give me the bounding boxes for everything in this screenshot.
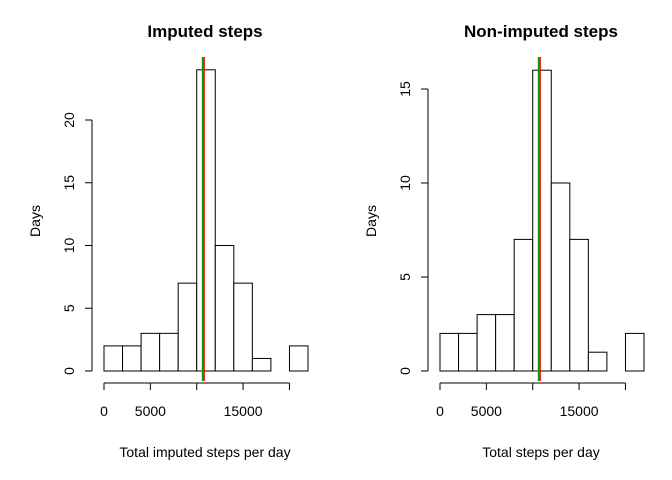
y-tick-label: 15 xyxy=(61,175,77,191)
histogram-bar xyxy=(587,351,608,372)
x-tick-label: 0 xyxy=(436,403,444,419)
y-tick-label: 0 xyxy=(61,367,77,375)
histogram-bar xyxy=(251,357,272,372)
histogram-panel-1: Imputed steps 0 5000 15000 0 5 10 15 20 Total imp… xyxy=(27,22,309,460)
histogram-bar xyxy=(159,332,179,372)
y-tick-label: 5 xyxy=(61,304,77,312)
x-tick-label: 5000 xyxy=(135,403,166,419)
histogram-bar xyxy=(495,314,515,372)
y-tick-label: 0 xyxy=(397,367,413,375)
histogram-bar xyxy=(122,345,142,372)
histogram-bar xyxy=(196,69,216,372)
histogram-bar xyxy=(569,238,589,372)
x-tick-label: 5000 xyxy=(471,403,502,419)
histogram-bar xyxy=(624,332,645,372)
chart-title: Non-imputed steps xyxy=(464,22,618,41)
histogram-panel-2: Non-imputed steps 0 5000 15000 0 5 10 15 Total s… xyxy=(363,22,645,460)
histogram-bar xyxy=(439,332,460,372)
histogram-bar xyxy=(140,332,161,372)
y-tick-label: 10 xyxy=(397,175,413,191)
histogram-bar xyxy=(532,69,552,372)
histogram-bar xyxy=(513,238,534,372)
y-axis-label: Days xyxy=(27,205,43,237)
x-tick-label: 15000 xyxy=(560,403,599,419)
histogram-bar xyxy=(103,345,124,372)
histogram-bar xyxy=(288,345,309,372)
histogram-bar xyxy=(233,282,253,372)
histogram-bar xyxy=(214,245,235,372)
y-axis-label: Days xyxy=(363,205,379,237)
histogram-bar xyxy=(458,332,478,372)
y-tick-label: 20 xyxy=(61,112,77,128)
x-axis-label: Total imputed steps per day xyxy=(119,444,290,460)
histogram-bar xyxy=(177,282,198,372)
y-tick-label: 15 xyxy=(397,81,413,97)
histogram-bar xyxy=(550,182,571,372)
histogram-bar xyxy=(476,314,497,372)
y-tick-label: 10 xyxy=(61,238,77,254)
x-axis-label: Total steps per day xyxy=(482,444,600,460)
x-tick-label: 15000 xyxy=(224,403,263,419)
chart-title: Imputed steps xyxy=(147,22,262,41)
x-tick-label: 0 xyxy=(100,403,108,419)
y-tick-label: 5 xyxy=(397,273,413,281)
